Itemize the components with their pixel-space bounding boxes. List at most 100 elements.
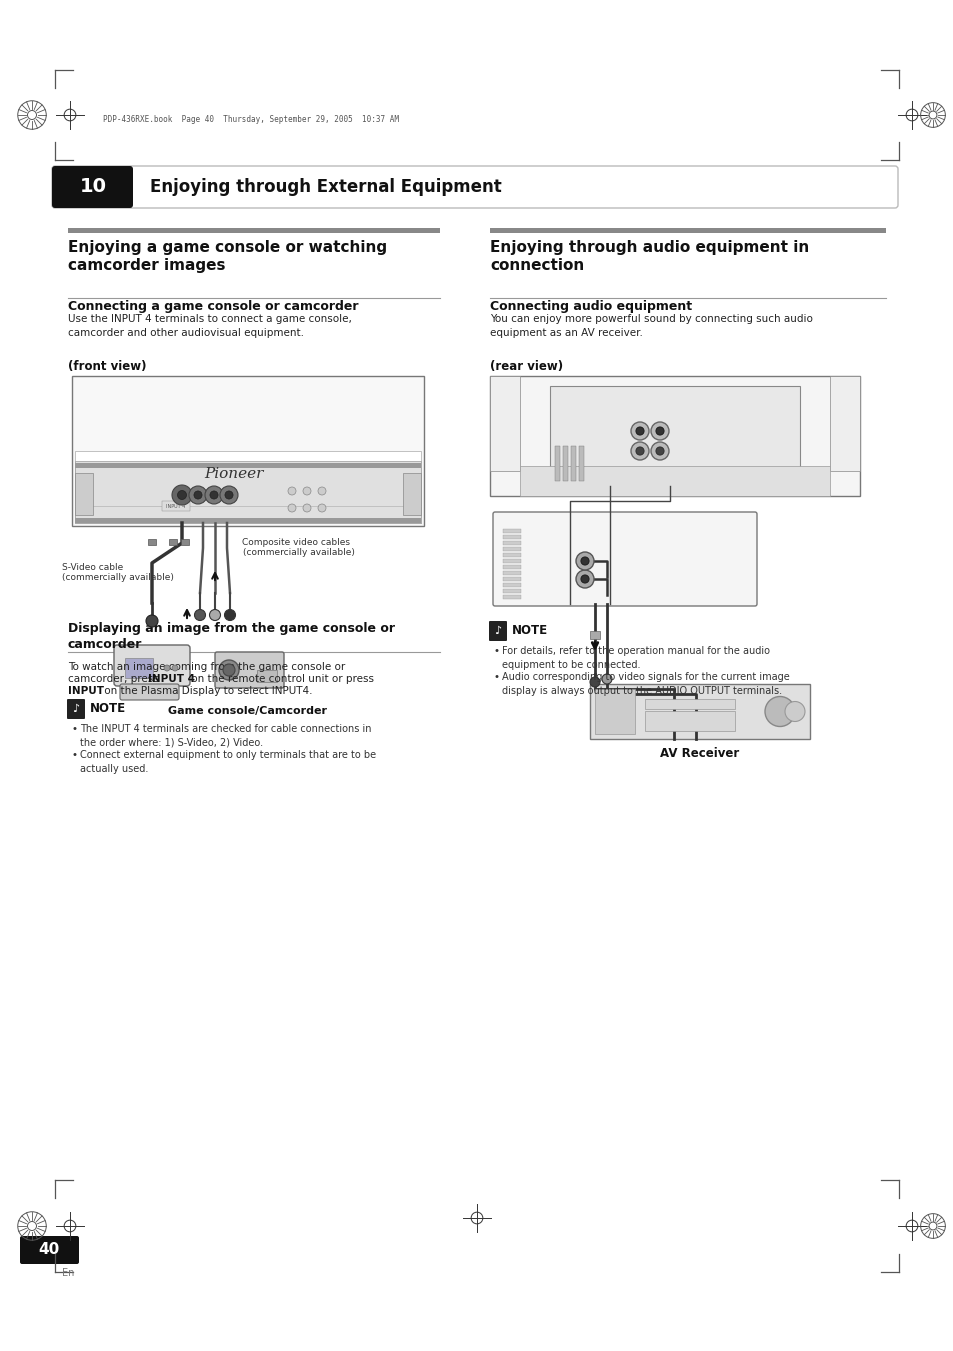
Bar xyxy=(519,466,829,496)
Text: •: • xyxy=(71,750,78,761)
Bar xyxy=(256,670,276,682)
Bar xyxy=(71,376,423,526)
Circle shape xyxy=(225,490,233,499)
Text: The INPUT 4 terminals are checked for cable connections in
the order where: 1) S: The INPUT 4 terminals are checked for ca… xyxy=(80,724,371,747)
Bar xyxy=(502,594,520,598)
Bar xyxy=(490,376,519,471)
Bar xyxy=(502,577,520,581)
Bar xyxy=(75,517,420,523)
FancyBboxPatch shape xyxy=(120,684,179,700)
Text: Game console/Camcorder: Game console/Camcorder xyxy=(169,707,327,716)
Circle shape xyxy=(650,442,668,459)
Bar xyxy=(75,461,420,523)
Circle shape xyxy=(576,570,594,588)
Circle shape xyxy=(210,609,220,620)
Text: ♪: ♪ xyxy=(494,626,501,636)
Bar xyxy=(502,584,520,586)
Text: Enjoying through External Equipment: Enjoying through External Equipment xyxy=(150,178,501,196)
Text: Composite video cables: Composite video cables xyxy=(242,538,350,547)
Circle shape xyxy=(220,486,237,504)
Bar xyxy=(550,386,800,486)
Text: (commercially available): (commercially available) xyxy=(62,573,173,582)
Circle shape xyxy=(630,442,648,459)
Text: PDP-436RXE.book  Page 40  Thursday, September 29, 2005  10:37 AM: PDP-436RXE.book Page 40 Thursday, Septem… xyxy=(103,115,398,124)
Circle shape xyxy=(630,422,648,440)
Circle shape xyxy=(656,427,663,435)
Bar xyxy=(162,501,190,511)
Text: Connecting a game console or camcorder: Connecting a game console or camcorder xyxy=(68,300,358,313)
Bar xyxy=(502,547,520,551)
Circle shape xyxy=(210,490,218,499)
Bar xyxy=(148,539,156,544)
Circle shape xyxy=(177,490,186,500)
Text: For details, refer to the operation manual for the audio
equipment to be connect: For details, refer to the operation manu… xyxy=(501,646,769,670)
Text: AV Receiver: AV Receiver xyxy=(659,747,739,761)
Text: •: • xyxy=(494,671,499,682)
Circle shape xyxy=(784,701,804,721)
Bar xyxy=(402,473,420,515)
Circle shape xyxy=(580,576,588,584)
Bar xyxy=(829,376,859,471)
Bar xyxy=(502,553,520,557)
Circle shape xyxy=(146,615,158,627)
Bar xyxy=(68,228,439,232)
Circle shape xyxy=(224,609,235,620)
Text: on the remote control unit or press: on the remote control unit or press xyxy=(188,674,374,684)
Text: ♪: ♪ xyxy=(72,704,79,713)
FancyBboxPatch shape xyxy=(113,644,190,686)
FancyBboxPatch shape xyxy=(52,166,132,208)
Text: Audio corresponding to video signals for the current image
display is always out: Audio corresponding to video signals for… xyxy=(501,671,789,696)
Bar xyxy=(169,539,177,544)
Bar xyxy=(75,473,92,515)
Bar xyxy=(490,228,885,232)
Bar xyxy=(502,540,520,544)
Bar xyxy=(555,446,559,481)
Text: •: • xyxy=(494,646,499,657)
Text: To watch an image coming from the game console or: To watch an image coming from the game c… xyxy=(68,662,345,671)
Text: Connecting audio equipment: Connecting audio equipment xyxy=(490,300,691,313)
Circle shape xyxy=(223,663,234,676)
Circle shape xyxy=(317,486,326,494)
Bar xyxy=(571,446,576,481)
Bar xyxy=(502,589,520,593)
Text: 40: 40 xyxy=(38,1243,59,1258)
Bar xyxy=(644,711,734,731)
Circle shape xyxy=(172,665,178,671)
Circle shape xyxy=(580,557,588,565)
Bar xyxy=(502,571,520,576)
Bar xyxy=(75,451,420,523)
Bar xyxy=(502,535,520,539)
Bar xyxy=(490,376,859,496)
Circle shape xyxy=(164,665,170,671)
Text: NOTE: NOTE xyxy=(512,624,548,638)
Circle shape xyxy=(288,486,295,494)
FancyBboxPatch shape xyxy=(589,684,809,739)
Text: En: En xyxy=(62,1269,74,1278)
Bar xyxy=(589,631,599,639)
Text: Use the INPUT 4 terminals to connect a game console,
camcorder and other audiovi: Use the INPUT 4 terminals to connect a g… xyxy=(68,313,352,338)
Text: Enjoying through audio equipment in
connection: Enjoying through audio equipment in conn… xyxy=(490,240,808,273)
Circle shape xyxy=(589,677,599,688)
Text: NOTE: NOTE xyxy=(90,703,126,716)
Bar xyxy=(502,565,520,569)
Circle shape xyxy=(576,553,594,570)
FancyBboxPatch shape xyxy=(493,512,757,607)
Text: (commercially available): (commercially available) xyxy=(243,549,355,557)
Bar xyxy=(562,446,567,481)
Circle shape xyxy=(219,661,239,680)
Circle shape xyxy=(205,486,223,504)
Bar xyxy=(502,559,520,563)
Text: 10: 10 xyxy=(79,177,107,196)
Circle shape xyxy=(650,422,668,440)
Text: INPUT 4: INPUT 4 xyxy=(148,674,194,684)
Circle shape xyxy=(601,674,612,684)
FancyBboxPatch shape xyxy=(20,1236,79,1265)
Text: INPUT 4: INPUT 4 xyxy=(166,504,186,508)
Circle shape xyxy=(636,427,643,435)
Circle shape xyxy=(288,504,295,512)
Text: Enjoying a game console or watching
camcorder images: Enjoying a game console or watching camc… xyxy=(68,240,387,273)
Text: You can enjoy more powerful sound by connecting such audio
equipment as an AV re: You can enjoy more powerful sound by con… xyxy=(490,313,812,338)
Bar xyxy=(502,530,520,534)
Circle shape xyxy=(194,609,205,620)
Bar xyxy=(578,446,583,481)
